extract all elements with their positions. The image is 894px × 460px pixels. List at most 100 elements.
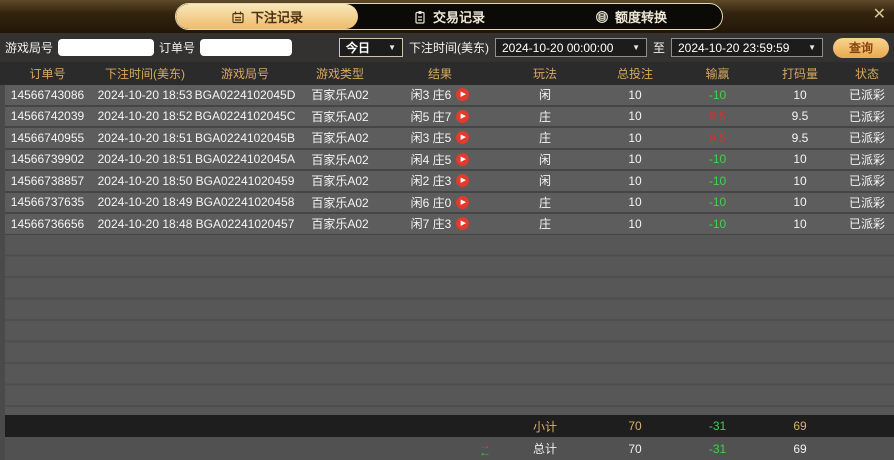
play-icon: ▶ <box>460 220 467 228</box>
tab-pill: 下注记录 交易记录 <box>175 3 723 30</box>
total-status-spacer <box>840 437 894 460</box>
total-bet-cell: 10 <box>628 87 642 102</box>
column-header: 游戏类型 <box>315 67 364 81</box>
turnover-cell: 10 <box>793 216 807 231</box>
order-no-cell: 14566743086 <box>10 87 85 102</box>
game-type-cell: 百家乐A02 <box>311 195 369 210</box>
start-time-select[interactable]: 2024-10-20 00:00:00 ▼ <box>494 38 647 57</box>
result-cell: 闲3 庄5 ▶ <box>385 128 495 148</box>
game-round-cell: BGA0224102045B <box>195 130 295 145</box>
bet-time-cell: 2024-10-20 18:49 <box>97 195 193 210</box>
play-type-cell: 闲 <box>538 88 551 103</box>
swap-refresh-icon[interactable]: → ← <box>479 437 491 459</box>
game-round-input[interactable] <box>58 39 155 56</box>
play-video-button[interactable]: ▶ <box>456 217 470 231</box>
play-type-cell: 闲 <box>538 174 551 189</box>
order-no-cell: 14566738857 <box>10 173 85 188</box>
result-text: 闲3 庄6 <box>410 88 452 103</box>
table-header-row: 订单号 下注时间(美东) 游戏局号 游戏类型 结果 玩法 总投注 输赢 打码量 状态 <box>0 62 894 85</box>
result-cell: 闲4 庄5 ▶ <box>385 150 495 170</box>
turnover-cell: 10 <box>793 173 807 188</box>
tab-transaction-records[interactable]: 交易记录 <box>358 4 540 29</box>
turnover-cell: 10 <box>793 152 807 167</box>
bet-time-cell: 2024-10-20 18:48 <box>97 216 193 231</box>
turnover-cell: 9.5 <box>791 130 809 145</box>
date-range-value: 今日 <box>345 41 370 55</box>
end-time-select[interactable]: 2024-10-20 23:59:59 ▼ <box>671 38 823 57</box>
query-button[interactable]: 查询 <box>833 37 889 58</box>
game-round-cell: BGA0224102045D <box>195 87 295 102</box>
column-header: 游戏局号 <box>220 67 269 81</box>
play-type-cell: 庄 <box>538 217 551 232</box>
empty-rows-area <box>0 235 894 415</box>
column-header: 总投注 <box>616 67 653 81</box>
play-video-button[interactable]: ▶ <box>456 152 470 166</box>
result-text: 闲5 庄7 <box>410 109 452 124</box>
play-video-button[interactable]: ▶ <box>456 131 470 145</box>
status-cell: 已派彩 <box>848 152 885 167</box>
turnover-cell: 10 <box>793 87 807 102</box>
column-header: 打码量 <box>781 67 818 81</box>
play-icon: ▶ <box>460 177 467 185</box>
column-header: 玩法 <box>532 67 557 81</box>
win-loss-cell: -10 <box>708 173 727 188</box>
tab-label: 下注记录 <box>250 10 303 25</box>
play-type-cell: 庄 <box>538 109 551 124</box>
total-total-bet: 70 <box>628 441 642 456</box>
status-cell: 已派彩 <box>848 217 885 232</box>
top-tab-bar: 下注记录 交易记录 <box>0 0 894 33</box>
win-loss-cell: -10 <box>708 216 727 231</box>
total-row: → ← 总计 70 -31 69 <box>0 437 894 460</box>
total-win-loss: -31 <box>708 441 727 456</box>
order-no-input[interactable] <box>200 39 293 56</box>
game-round-cell: BGA02241020459 <box>195 173 295 188</box>
result-text: 闲3 庄5 <box>410 131 452 146</box>
tab-credit-conversion[interactable]: 额度转换 <box>540 4 722 29</box>
result-cell: 闲3 庄6 ▶ <box>385 85 495 105</box>
end-time-value: 2024-10-20 23:59:59 <box>678 40 790 55</box>
total-bet-cell: 10 <box>628 152 642 167</box>
tab-betting-records[interactable]: 下注记录 <box>176 4 358 29</box>
chevron-down-icon: ▼ <box>808 43 816 52</box>
filter-right-group: 今日 ▼ 下注时间(美东) 2024-10-20 00:00:00 ▼ 至 20… <box>338 37 889 58</box>
bet-time-cell: 2024-10-20 18:51 <box>97 130 193 145</box>
table-row: 14566742039 2024-10-20 18:52 BGA02241020… <box>0 106 894 128</box>
win-loss-cell: -10 <box>708 152 727 167</box>
game-type-cell: 百家乐A02 <box>311 131 369 146</box>
table-row: 14566743086 2024-10-20 18:53 BGA02241020… <box>0 85 894 107</box>
play-video-button[interactable]: ▶ <box>456 195 470 209</box>
bet-time-cell: 2024-10-20 18:51 <box>97 152 193 167</box>
table-body: 14566743086 2024-10-20 18:53 BGA02241020… <box>0 85 894 236</box>
play-video-button[interactable]: ▶ <box>456 109 470 123</box>
play-icon: ▶ <box>460 198 467 206</box>
play-video-button[interactable]: ▶ <box>456 88 470 102</box>
chevron-down-icon: ▼ <box>632 43 640 52</box>
bet-time-cell: 2024-10-20 18:53 <box>97 87 193 102</box>
filter-bar: 游戏局号 订单号 今日 ▼ 下注时间(美东) 2024-10-20 00:00:… <box>0 33 894 62</box>
play-video-button[interactable]: ▶ <box>456 174 470 188</box>
coins-icon <box>595 10 609 24</box>
ledger-icon <box>231 10 245 24</box>
total-bet-cell: 10 <box>628 130 642 145</box>
play-icon: ▶ <box>460 112 467 120</box>
scrollbar-track[interactable] <box>0 85 5 460</box>
table-row: 14566740955 2024-10-20 18:51 BGA02241020… <box>0 128 894 150</box>
play-icon: ▶ <box>460 155 467 163</box>
close-icon[interactable]: ✕ <box>872 6 886 23</box>
column-header: 输赢 <box>705 67 730 81</box>
order-no-cell: 14566740955 <box>10 130 85 145</box>
result-text: 闲6 庄0 <box>410 195 452 210</box>
subtotal-label: 小计 <box>532 419 557 434</box>
subtotal-win-loss: -31 <box>708 419 727 433</box>
game-round-cell: BGA0224102045A <box>195 152 295 167</box>
order-no-cell: 14566742039 <box>10 109 85 124</box>
date-range-select[interactable]: 今日 ▼ <box>338 38 403 57</box>
game-round-cell: BGA0224102045C <box>195 109 295 124</box>
total-bet-cell: 10 <box>628 109 642 124</box>
game-round-cell: BGA02241020457 <box>195 216 295 231</box>
status-cell: 已派彩 <box>848 131 885 146</box>
turnover-cell: 10 <box>793 195 807 210</box>
column-header: 订单号 <box>29 67 66 81</box>
tab-label: 交易记录 <box>432 10 485 25</box>
